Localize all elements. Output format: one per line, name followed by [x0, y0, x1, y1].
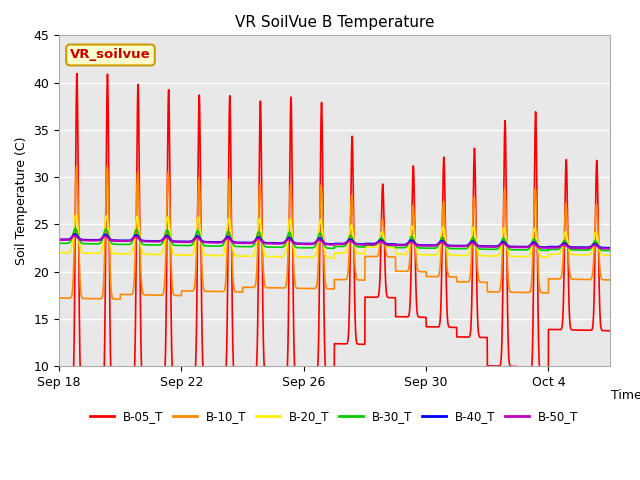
Y-axis label: Soil Temperature (C): Soil Temperature (C): [15, 136, 28, 265]
B-10_T: [605, 277, 613, 283]
X-axis label: Time: Time: [611, 389, 640, 402]
Title: VR SoilVue B Temperature: VR SoilVue B Temperature: [235, 15, 434, 30]
B-05_T: [55, 392, 63, 397]
B-20_T: [600, 252, 607, 258]
B-40_T: [605, 245, 613, 251]
B-20_T: [72, 212, 80, 218]
B-10_T: [73, 163, 81, 169]
B-50_T: [383, 241, 390, 247]
B-05_T: [154, 380, 162, 385]
B-10_T: [240, 285, 248, 290]
B-10_T: [77, 294, 85, 300]
B-40_T: [157, 238, 165, 244]
B-10_T: [600, 277, 607, 283]
B-10_T: [116, 296, 124, 302]
B-50_T: [55, 237, 63, 243]
B-40_T: [55, 237, 63, 242]
B-50_T: [605, 246, 613, 252]
B-40_T: [71, 231, 79, 237]
B-05_T: [77, 390, 85, 396]
B-30_T: [240, 244, 248, 250]
B-50_T: [154, 239, 162, 244]
B-10_T: [157, 292, 165, 298]
B-40_T: [154, 238, 162, 244]
B-40_T: [77, 237, 85, 242]
B-30_T: [154, 242, 162, 248]
Line: B-10_T: B-10_T: [59, 166, 609, 299]
B-10_T: [55, 295, 63, 301]
B-30_T: [157, 241, 165, 247]
B-20_T: [154, 252, 162, 257]
Legend: B-05_T, B-10_T, B-20_T, B-30_T, B-40_T, B-50_T: B-05_T, B-10_T, B-20_T, B-30_T, B-40_T, …: [86, 405, 583, 428]
Line: B-30_T: B-30_T: [59, 228, 609, 251]
B-30_T: [600, 248, 607, 253]
Text: VR_soilvue: VR_soilvue: [70, 48, 151, 61]
B-20_T: [605, 252, 613, 258]
B-05_T: [157, 380, 165, 385]
B-20_T: [383, 243, 390, 249]
B-50_T: [71, 233, 79, 239]
B-50_T: [240, 240, 248, 246]
B-50_T: [77, 237, 85, 243]
B-05_T: [383, 292, 390, 298]
B-20_T: [55, 250, 63, 255]
B-05_T: [116, 393, 124, 399]
B-20_T: [240, 253, 248, 259]
B-40_T: [240, 240, 248, 245]
Line: B-40_T: B-40_T: [59, 234, 609, 248]
B-30_T: [55, 240, 63, 246]
B-40_T: [383, 241, 390, 247]
B-30_T: [605, 248, 613, 253]
B-05_T: [240, 372, 248, 378]
Line: B-20_T: B-20_T: [59, 215, 609, 258]
B-05_T: [600, 328, 607, 334]
B-40_T: [600, 245, 607, 251]
B-20_T: [157, 252, 165, 257]
B-05_T: [605, 328, 613, 334]
B-50_T: [157, 238, 165, 244]
B-10_T: [154, 292, 162, 298]
Line: B-50_T: B-50_T: [59, 236, 609, 249]
B-30_T: [383, 242, 390, 248]
Line: B-05_T: B-05_T: [59, 73, 609, 396]
B-10_T: [383, 252, 390, 258]
B-20_T: [330, 255, 338, 261]
B-30_T: [77, 240, 85, 246]
B-20_T: [77, 249, 85, 254]
B-30_T: [72, 226, 79, 231]
B-50_T: [600, 246, 607, 252]
B-05_T: [73, 71, 81, 76]
